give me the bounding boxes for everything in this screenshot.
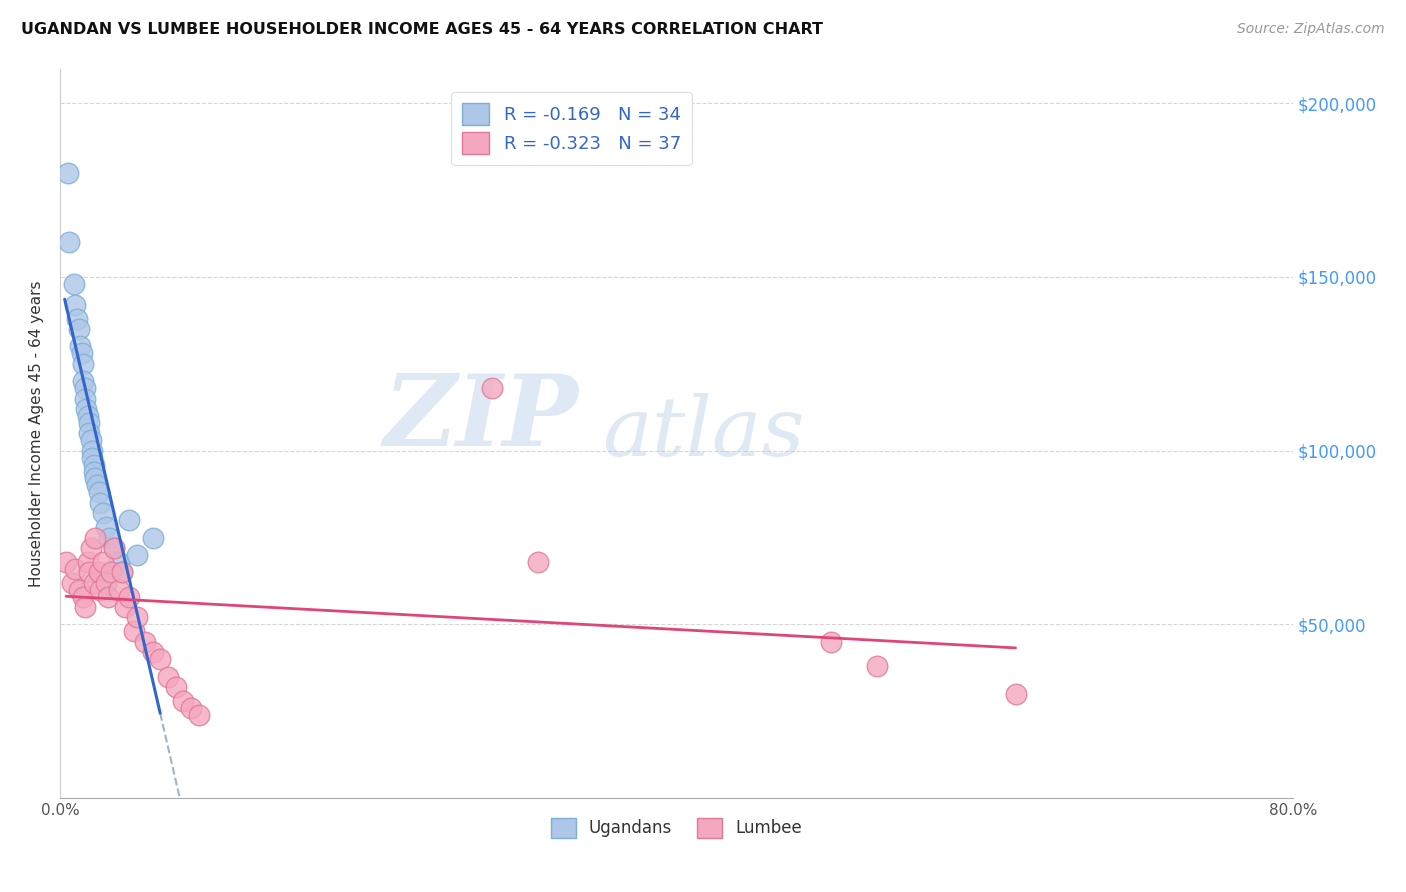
Point [63,277,86,291]
Point [86,478,108,492]
Text: Source: ZipAtlas.com: Source: ZipAtlas.com [1237,22,1385,37]
Point [89,496,111,510]
Point [83,465,105,479]
Point [83,458,105,472]
Point [122,624,145,639]
Text: UGANDAN VS LUMBEE HOUSEHOLDER INCOME AGES 45 - 64 YEARS CORRELATION CHART: UGANDAN VS LUMBEE HOUSEHOLDER INCOME AGE… [21,22,823,37]
Point [91,555,114,569]
Point [127,610,149,624]
Point [89,582,111,597]
Point [84,531,107,545]
Point [127,548,149,562]
Point [84,471,107,485]
Point [165,680,187,694]
Point [80,434,103,448]
Point [100,566,122,580]
Point [114,600,136,615]
Text: atlas: atlas [603,393,804,474]
Point [76,555,98,569]
Point [1004,687,1026,701]
Point [141,531,163,545]
Point [56,166,79,180]
Point [481,381,503,395]
Point [87,485,110,500]
Point [111,566,134,580]
Point [156,669,179,683]
Point [107,582,129,597]
Point [149,652,172,666]
Point [58,235,80,250]
Point [72,374,94,388]
Point [79,416,101,430]
Point [70,346,93,360]
Point [67,582,90,597]
Point [526,555,548,569]
Point [103,541,125,555]
Point [76,409,98,423]
Point [172,694,194,708]
Point [87,566,110,580]
Point [107,555,129,569]
Y-axis label: Householder Income Ages 45 - 64 years: Householder Income Ages 45 - 64 years [30,280,44,587]
Point [118,513,141,527]
Point [79,426,101,441]
Point [98,531,121,545]
Point [73,600,96,615]
Point [65,298,87,312]
Point [83,575,105,590]
Point [79,566,101,580]
Point [65,562,87,576]
Point [180,701,202,715]
Point [96,575,118,590]
Point [866,659,889,673]
Point [67,322,90,336]
Point [134,634,156,648]
Point [111,566,134,580]
Point [141,645,163,659]
Point [73,392,96,406]
Point [103,541,125,555]
Point [55,555,77,569]
Point [72,590,94,604]
Point [73,381,96,395]
Point [82,450,104,465]
Point [66,311,89,326]
Point [97,590,120,604]
Point [820,634,842,648]
Point [80,541,103,555]
Point [72,357,94,371]
Point [187,707,209,722]
Point [60,575,83,590]
Point [91,506,114,520]
Point [96,520,118,534]
Point [118,590,141,604]
Point [75,402,97,417]
Point [82,443,104,458]
Legend: Ugandans, Lumbee: Ugandans, Lumbee [544,811,808,845]
Point [69,339,91,353]
Text: ZIP: ZIP [382,370,578,467]
